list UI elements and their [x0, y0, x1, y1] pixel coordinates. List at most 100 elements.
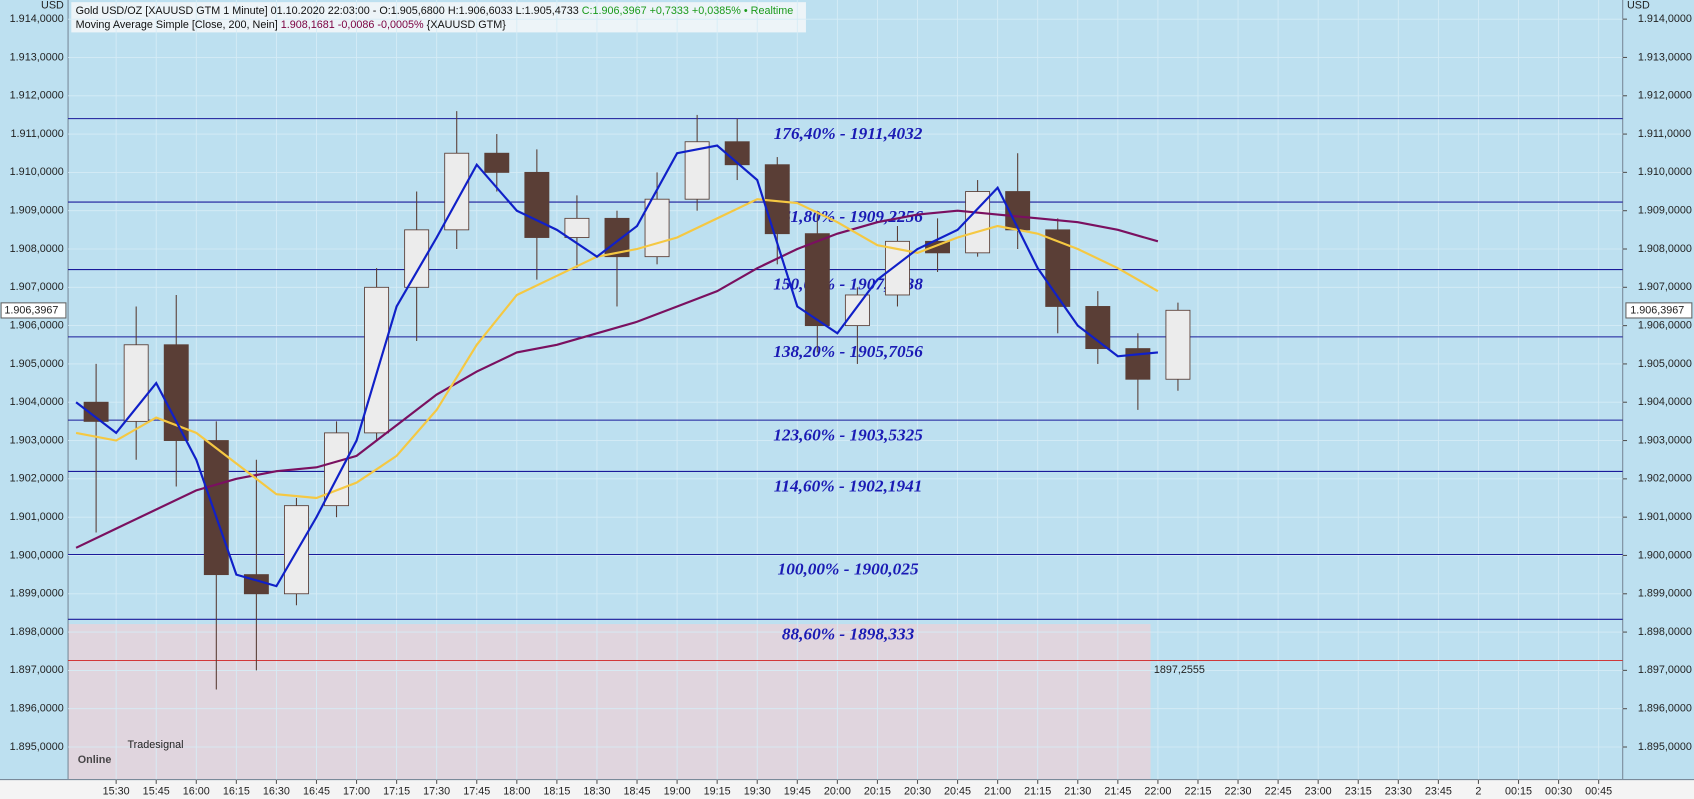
y-tick-label: 1.905,0000 [10, 358, 64, 370]
candle-body [925, 240, 950, 254]
last-price-box [0, 302, 67, 319]
y-tick-label-right: 1.909,0000 [1638, 205, 1692, 217]
y-tick-label-right: 1.906,0000 [1638, 319, 1692, 331]
x-tick-label: 23:30 [1385, 785, 1412, 797]
x-tick-label: 00:45 [1585, 785, 1612, 797]
candle-body [644, 198, 670, 258]
y-tick-label: 1.908,0000 [10, 243, 64, 255]
y-tick-label: 1.914,0000 [10, 13, 64, 25]
x-tick-label: 00:30 [1545, 785, 1572, 797]
x-tick-label: 19:30 [744, 785, 771, 797]
watermark-small: Tradesignal [127, 739, 183, 751]
fib-label: 123,60% - 1903,5325 [773, 425, 923, 444]
x-tick-label: 21:15 [1024, 785, 1051, 797]
y-tick-label-right: 1.897,0000 [1638, 664, 1692, 676]
y-tick-label-right: 1.901,0000 [1638, 511, 1692, 523]
moving-average [75, 209, 1159, 549]
x-tick-label: 17:15 [383, 785, 410, 797]
x-tick-label: 22:15 [1184, 785, 1211, 797]
y-tick-label-right: 1.908,0000 [1638, 243, 1692, 255]
last-price-box-right [1625, 302, 1693, 319]
header-segment: 1.908,1681 -0,0086 -0,0005% [281, 19, 427, 31]
moving-average [75, 198, 1159, 500]
y-unit-right: USD [1627, 0, 1650, 11]
y-tick-label: 1.902,0000 [10, 473, 64, 485]
y-tick-label-right: 1.895,0000 [1638, 741, 1692, 753]
header-segment: Gold USD/OZ [XAUUSD GTM 1 Minute] 01.10.… [76, 5, 380, 17]
x-tick-label: 16:30 [263, 785, 290, 797]
candle-body [724, 141, 750, 166]
x-tick-label: 16:15 [223, 785, 250, 797]
y-tick-label-right: 1.904,0000 [1638, 396, 1692, 408]
x-tick-label: 19:45 [784, 785, 811, 797]
x-tick-label: 21:00 [984, 785, 1011, 797]
y-tick-label: 1.910,0000 [10, 166, 64, 178]
x-tick-label: 22:00 [1144, 785, 1171, 797]
candle-body [1045, 229, 1071, 307]
y-tick-label: 1.907,0000 [10, 281, 64, 293]
fib-label: 100,00% - 1900,025 [778, 560, 919, 579]
candle-body [484, 152, 510, 173]
header-line: Moving Average Simple [Close, 200, Nein]… [76, 19, 507, 31]
x-tick-label: 23:00 [1305, 785, 1332, 797]
fib-label: 114,60% - 1902,1941 [774, 477, 923, 496]
x-tick-label: 17:45 [463, 785, 490, 797]
fib-label: 138,20% - 1905,7056 [773, 342, 923, 361]
x-tick-label: 21:45 [1104, 785, 1131, 797]
x-tick-label: 20:45 [944, 785, 971, 797]
x-tick-label: 23:15 [1345, 785, 1372, 797]
y-tick-label: 1.904,0000 [10, 396, 64, 408]
last-price-label-right: 1.906,3967 [1630, 304, 1684, 316]
y-tick-label-right: 1.912,0000 [1638, 90, 1692, 102]
x-tick-label: 17:00 [343, 785, 370, 797]
watermark: Online [78, 754, 112, 766]
y-tick-label-right: 1.898,0000 [1638, 626, 1692, 638]
y-tick-label: 1.912,0000 [10, 90, 64, 102]
y-tick-label-right: 1.896,0000 [1638, 703, 1692, 715]
x-tick-label: 18:45 [624, 785, 651, 797]
fib-label: 176,40% - 1911,4032 [774, 124, 923, 143]
header-segment: Moving Average Simple [Close, 200, Nein] [76, 19, 281, 31]
x-tick-label: 16:00 [183, 785, 210, 797]
header-segment: C:1.906,3967 +0,7333 +0,0385% [582, 5, 744, 17]
last-price-label: 1.906,3967 [4, 304, 58, 316]
y-tick-label: 1.896,0000 [10, 703, 64, 715]
fib-label: 88,60% - 1898,333 [782, 624, 915, 643]
x-tick-label: 15:30 [103, 785, 130, 797]
right-axis-area [1622, 0, 1694, 780]
support-label: 1897,2555 [1154, 664, 1205, 676]
y-tick-label: 1.903,0000 [10, 434, 64, 446]
y-tick-label-right: 1.903,0000 [1638, 434, 1692, 446]
x-tick-label: 20:15 [864, 785, 891, 797]
x-tick-label: 22:30 [1225, 785, 1252, 797]
x-tick-label: 17:30 [423, 785, 450, 797]
candle-body [764, 164, 790, 235]
candle-body [564, 217, 590, 238]
header-box [71, 2, 806, 33]
moving-average [75, 144, 1159, 588]
volume-area [68, 624, 1151, 780]
candle-body [844, 294, 870, 327]
y-tick-label-right: 1.902,0000 [1638, 473, 1692, 485]
y-tick-label-right: 1.914,0000 [1638, 13, 1692, 25]
x-tick-label: 19:00 [664, 785, 691, 797]
y-tick-label: 1.900,0000 [10, 549, 64, 561]
y-tick-label-right: 1.905,0000 [1638, 358, 1692, 370]
candle-body [364, 286, 390, 434]
header-segment: • Realtime [744, 5, 793, 17]
x-tick-label: 20:30 [904, 785, 931, 797]
x-tick-label: 22:45 [1265, 785, 1292, 797]
y-tick-label: 1.913,0000 [10, 51, 64, 63]
y-tick-label: 1.909,0000 [10, 205, 64, 217]
y-tick-label-right: 1.913,0000 [1638, 51, 1692, 63]
x-tick-label: 18:00 [503, 785, 530, 797]
x-tick-label: 21:30 [1064, 785, 1091, 797]
x-tick-label: 2 [1475, 785, 1481, 797]
y-tick-label: 1.911,0000 [10, 128, 63, 140]
y-tick-label-right: 1.910,0000 [1638, 166, 1692, 178]
y-tick-label: 1.898,0000 [10, 626, 64, 638]
x-tick-label: 23:45 [1425, 785, 1452, 797]
y-tick-label: 1.899,0000 [10, 588, 64, 600]
